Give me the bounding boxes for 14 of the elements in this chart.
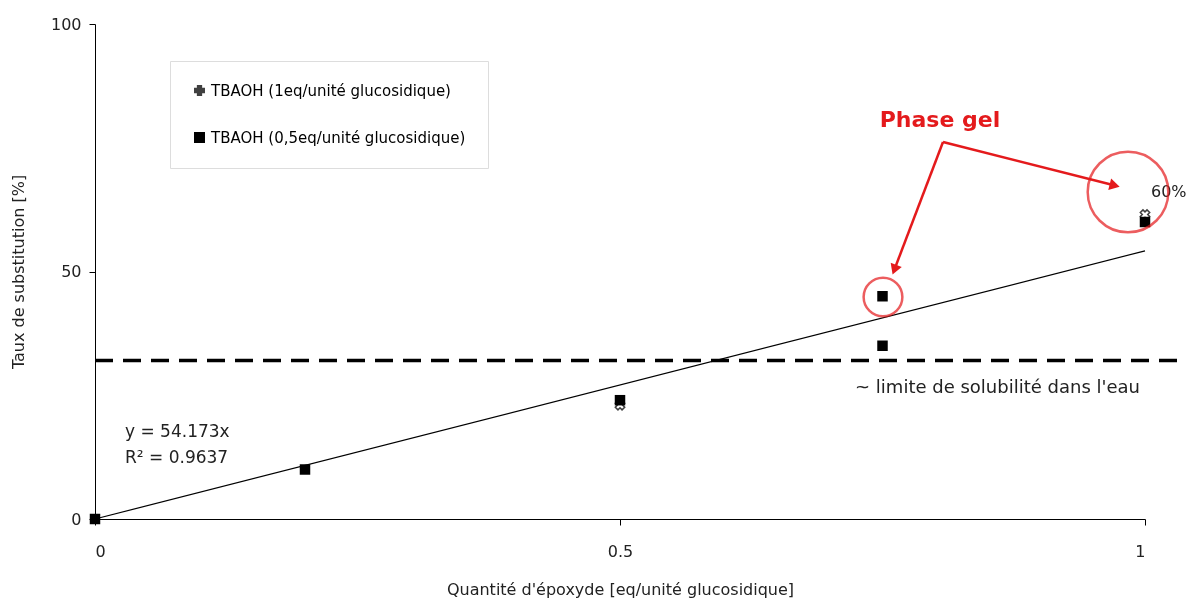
ref-line-label: ~ limite de solubilité dans l'eau [855,375,1140,397]
annotation: Phase gel [879,107,1001,132]
annotation: R² = 0.9637 [125,447,229,467]
x-tick-label: 1 [1135,541,1146,561]
y-axis-title: Taux de substitution [%] [8,174,28,371]
y-tick-label: 100 [50,14,82,34]
y-tick-label: 50 [61,262,82,281]
legend-label: TBAOH (0,5eq/unité glucosidique) [210,128,466,147]
x-axis-title: Quantité d'époxyde [eq/unité glucosidique] [446,579,795,599]
legend-label: TBAOH (1eq/unité glucosidique) [210,81,451,100]
x-tick-label: 0 [95,541,106,561]
x-tick-label: 0.5 [607,541,634,561]
y-tick-label: 0 [71,509,82,529]
annotation: y = 54.173x [125,421,230,441]
